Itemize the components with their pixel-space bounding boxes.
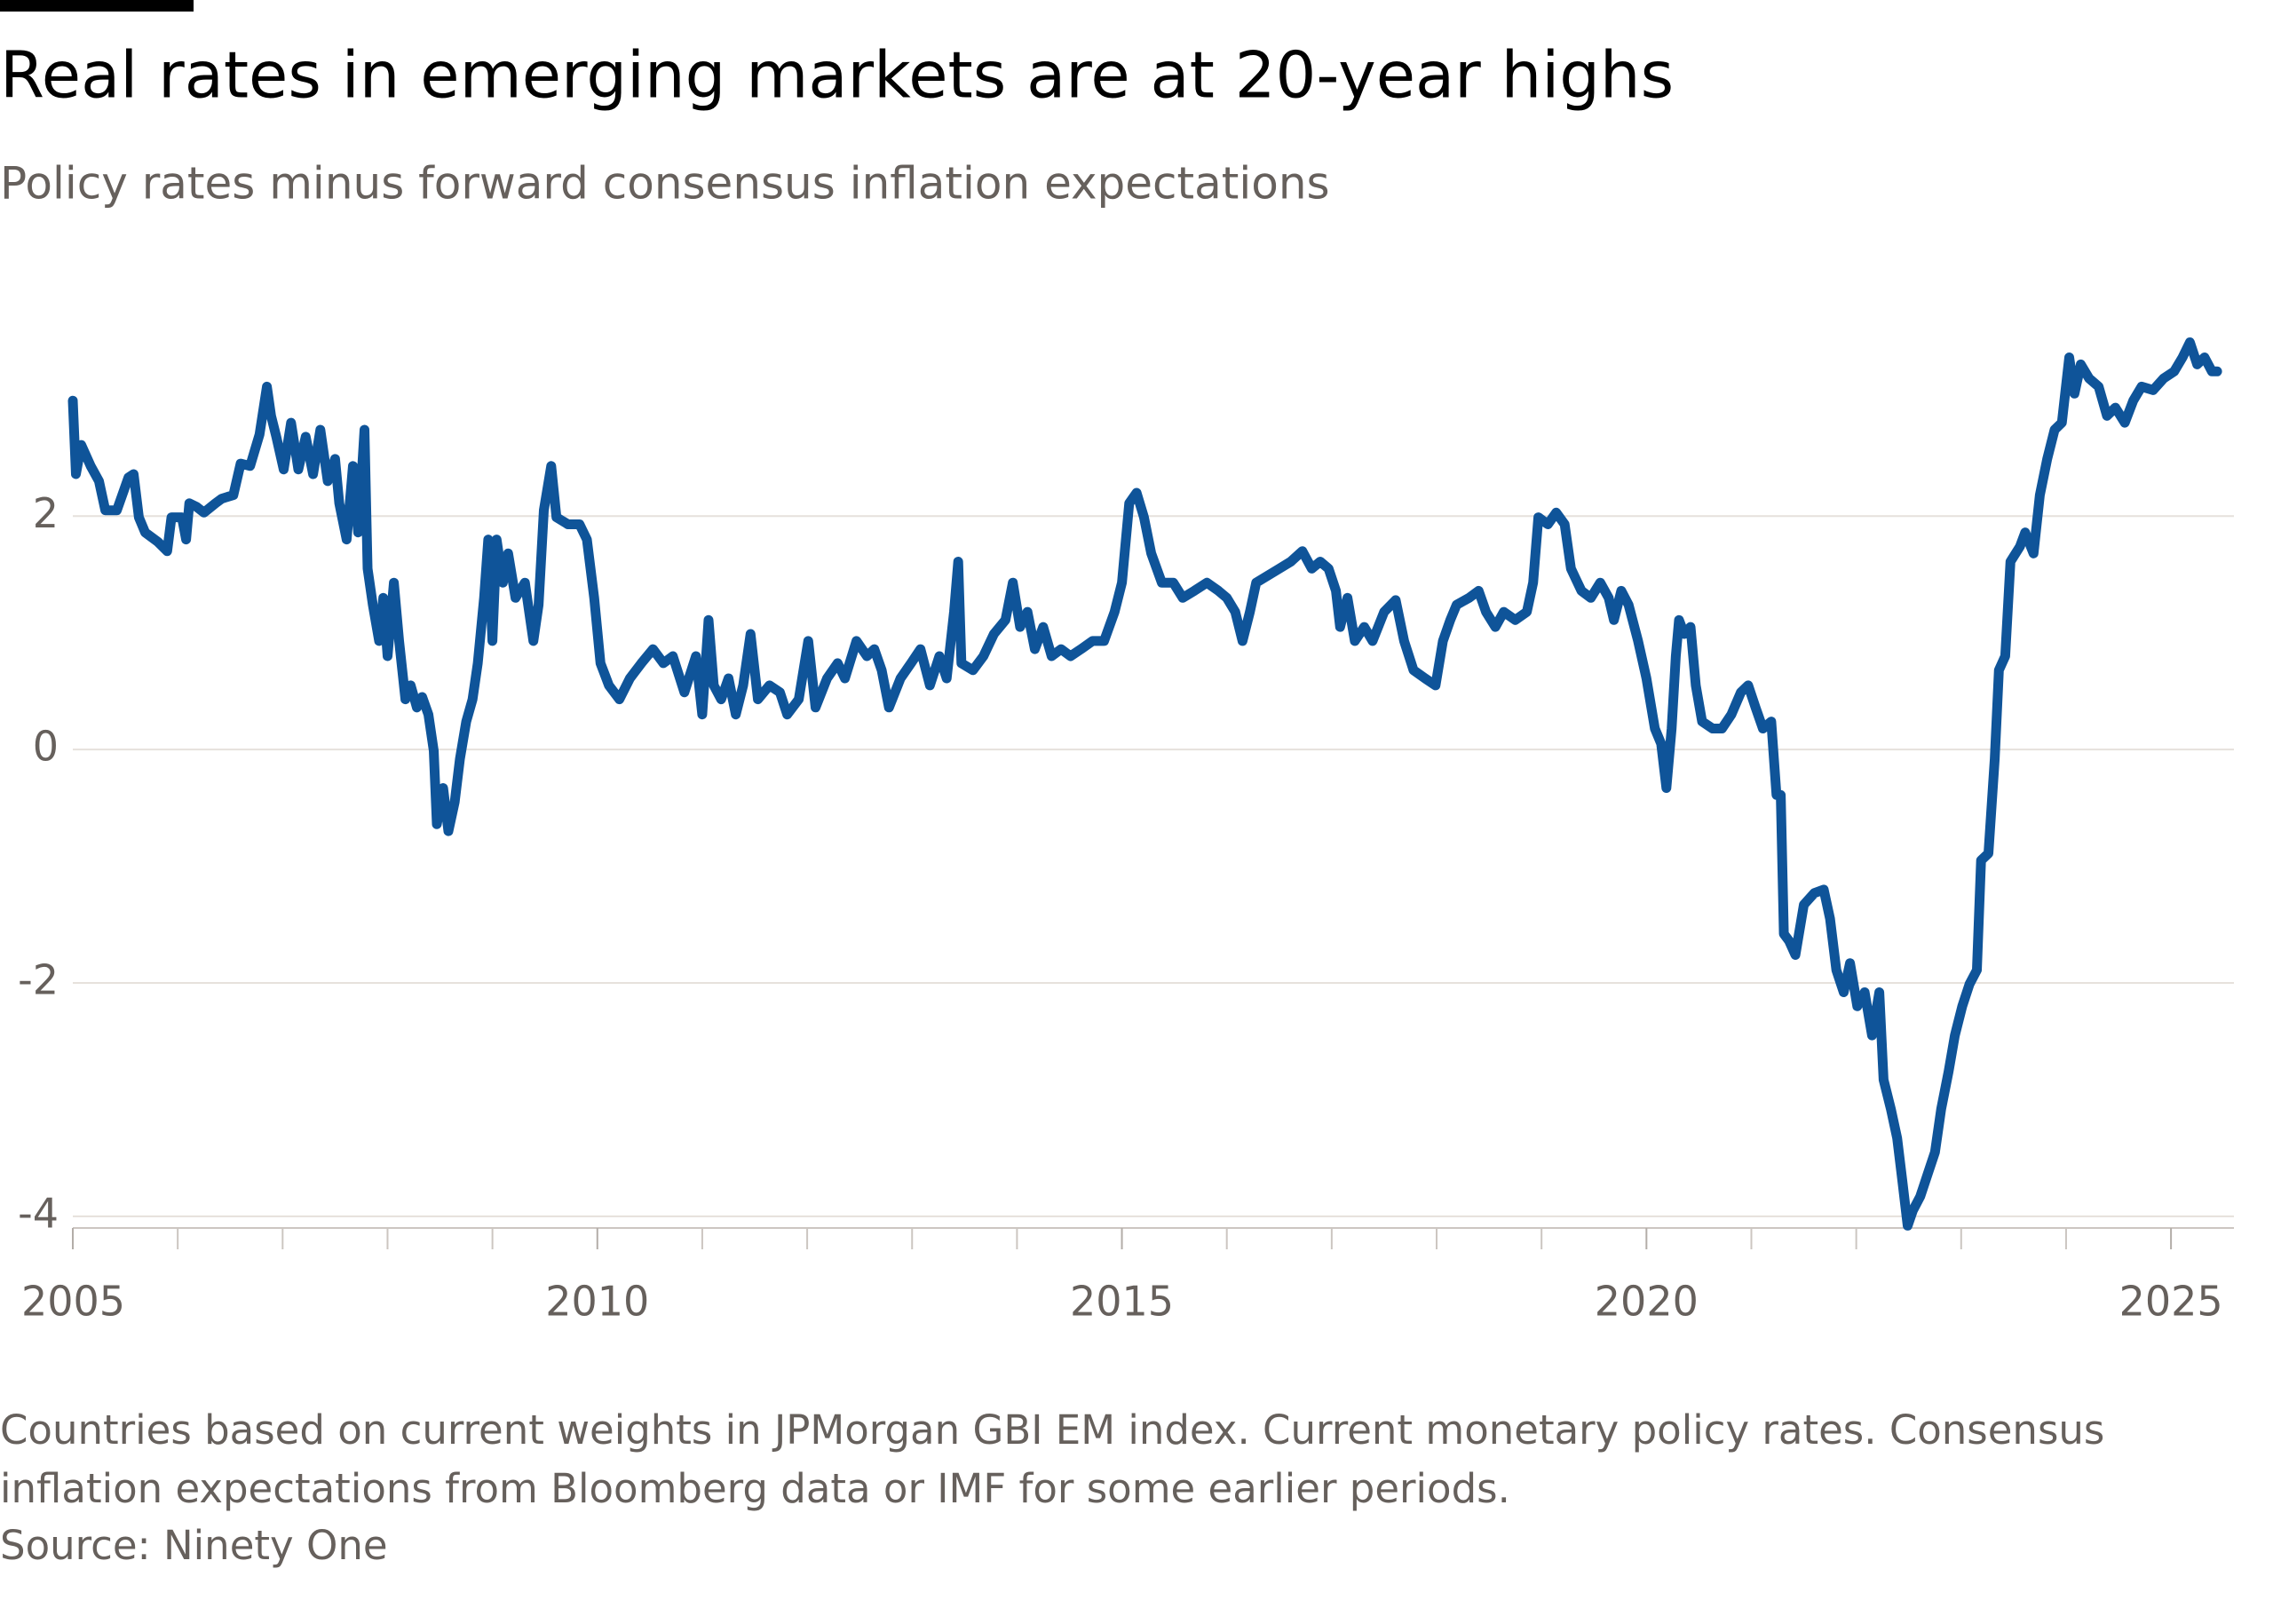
y-tick-label: 2: [33, 489, 59, 537]
x-tick-label: 2020: [1595, 1278, 1699, 1326]
footnote: Countries based on current weights in JP…: [0, 1406, 2104, 1454]
footnote: inflation expectations from Bloomberg da…: [0, 1465, 1510, 1512]
y-tick-label: 0: [33, 723, 59, 771]
y-tick-label: -2: [18, 956, 59, 1004]
x-tick-label: 2015: [1070, 1278, 1174, 1326]
y-tick-label: -4: [18, 1189, 59, 1237]
brand-bar: [0, 0, 194, 12]
data-line: [67, 337, 2222, 1231]
chart-title: Real rates in emerging markets are at 20…: [0, 38, 1674, 113]
x-tick-label: 2005: [21, 1278, 125, 1326]
x-tick-label: 2025: [2119, 1278, 2223, 1326]
chart-subtitle: Policy rates minus forward consensus inf…: [0, 158, 1330, 210]
source: Source: Ninety One: [0, 1522, 388, 1569]
x-tick-label: 2010: [545, 1278, 649, 1326]
